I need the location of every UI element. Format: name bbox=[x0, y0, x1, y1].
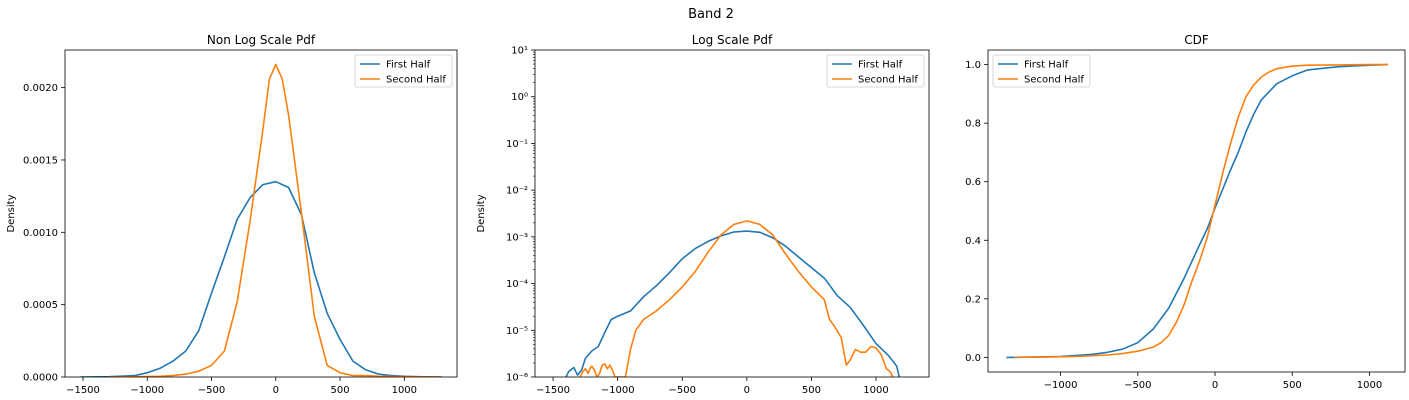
axes-frame bbox=[64, 49, 458, 378]
legend-label: First Half bbox=[1024, 60, 1069, 71]
axes-frame bbox=[987, 49, 1406, 373]
y-tick-label: 10¹ bbox=[511, 46, 528, 57]
figure-suptitle: Band 2 bbox=[688, 7, 734, 22]
y-tick-label: 10⁻⁵ bbox=[506, 326, 528, 337]
chart-title: Non Log Scale Pdf bbox=[207, 33, 316, 47]
x-tick-label: 1000 bbox=[863, 385, 888, 396]
y-tick-label: 10⁻² bbox=[506, 186, 528, 197]
y-tick-label: 1.0 bbox=[965, 60, 981, 71]
legend: First Half Second Half bbox=[354, 54, 453, 88]
y-tick-label: 0.6 bbox=[965, 177, 981, 188]
y-tick-label: 10⁻⁴ bbox=[506, 279, 528, 290]
series-line-first-half bbox=[80, 180, 442, 377]
series-line-first-half bbox=[1006, 63, 1389, 359]
chart-panel-1: −1500 −1000 −500 0 500 1000 0.0000 0.0005 0.0010… bbox=[6, 33, 458, 396]
chart-panel-3: −1000 −500 0 500 1000 0.0 0.2 0.4 0.6 0.8 1.0 CDF Fi… bbox=[965, 33, 1406, 391]
legend-label: Second Half bbox=[386, 75, 446, 86]
legend-label: First Half bbox=[858, 60, 903, 71]
y-tick-label: 0.0015 bbox=[23, 155, 58, 166]
x-tick-label: 0 bbox=[1212, 380, 1218, 391]
chart-title: CDF bbox=[1184, 33, 1209, 47]
x-tick-label: −1000 bbox=[601, 385, 635, 396]
chart-panel-2: −1500 −1000 −500 0 500 1000 10⁻⁶ 10⁻⁵ 10⁻⁴ 10⁻³ 10… bbox=[476, 33, 930, 396]
y-tick-label: 0.0010 bbox=[23, 228, 58, 239]
legend: First Half Second Half bbox=[826, 54, 925, 88]
y-tick-label: 0.0 bbox=[965, 353, 981, 364]
x-tick-label: 500 bbox=[1283, 380, 1302, 391]
x-tick-label: 500 bbox=[330, 385, 349, 396]
y-tick-label: 0.4 bbox=[965, 236, 981, 247]
chart-title: Log Scale Pdf bbox=[692, 33, 773, 47]
x-tick-label: −500 bbox=[198, 385, 225, 396]
series-line-first-half bbox=[565, 230, 901, 377]
legend-label: Second Half bbox=[1024, 75, 1084, 86]
x-tick-label: 500 bbox=[802, 385, 821, 396]
y-tick-label: 0.2 bbox=[965, 294, 981, 305]
series-line-second-half bbox=[108, 63, 442, 377]
x-tick-label: −500 bbox=[1124, 380, 1151, 391]
legend: First Half Second Half bbox=[992, 54, 1091, 88]
y-axis-label: Density bbox=[476, 194, 487, 232]
x-tick-label: −1500 bbox=[66, 385, 100, 396]
y-axis-label: Density bbox=[6, 194, 17, 232]
x-tick-label: −1000 bbox=[130, 385, 164, 396]
x-tick-label: 1000 bbox=[392, 385, 417, 396]
x-tick-label: 1000 bbox=[1357, 380, 1382, 391]
y-tick-label: 10⁰ bbox=[511, 92, 528, 103]
series-line-second-half bbox=[579, 220, 894, 377]
y-tick-label: 0.8 bbox=[965, 119, 981, 130]
series-line-second-half bbox=[1014, 63, 1388, 359]
legend-label: Second Half bbox=[858, 75, 918, 86]
legend-label: First Half bbox=[386, 60, 431, 71]
x-tick-label: −1500 bbox=[536, 385, 570, 396]
y-tick-label: 10⁻⁶ bbox=[506, 373, 528, 384]
axes-frame bbox=[534, 49, 930, 378]
y-tick-label: 0.0020 bbox=[23, 83, 58, 94]
x-tick-label: −500 bbox=[669, 385, 696, 396]
x-tick-label: 0 bbox=[744, 385, 750, 396]
x-tick-label: −1000 bbox=[1044, 380, 1078, 391]
y-tick-label: 0.0000 bbox=[23, 373, 58, 384]
y-tick-label: 10⁻³ bbox=[506, 232, 528, 243]
x-tick-label: 0 bbox=[273, 385, 279, 396]
y-tick-label: 10⁻¹ bbox=[506, 139, 528, 150]
y-tick-label: 0.0005 bbox=[23, 300, 58, 311]
